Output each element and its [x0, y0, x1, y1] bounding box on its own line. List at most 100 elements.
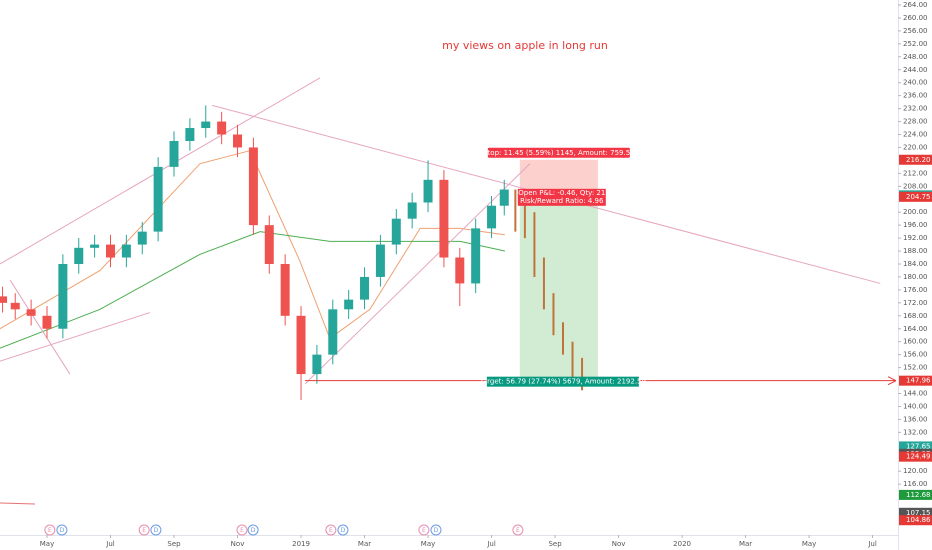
candle-body: [296, 315, 306, 375]
projection-bar: [552, 293, 555, 336]
candle-body: [90, 244, 100, 248]
event-label: E: [329, 527, 333, 534]
candle-body: [439, 179, 449, 258]
price-tag-label: 127.65: [906, 442, 931, 450]
x-tick-label: 2019: [292, 540, 310, 548]
event-label: D: [434, 527, 439, 534]
y-tick-label: 132.00: [903, 428, 928, 436]
event-label: D: [251, 527, 256, 534]
x-tick-label: Sep: [548, 540, 562, 548]
price-tag: [899, 441, 932, 452]
event-label: D: [154, 527, 159, 534]
x-tick-label: May: [40, 540, 54, 548]
event-marker: [56, 524, 68, 536]
trendline: [0, 312, 151, 362]
y-tick-label: 256.00: [903, 27, 928, 35]
event-marker: [247, 524, 259, 536]
candle-body: [375, 244, 385, 277]
arrow-head: [887, 376, 897, 386]
event-marker: [150, 524, 162, 536]
y-tick-label: 152.00: [903, 364, 928, 372]
candle-body: [10, 302, 20, 310]
price-tag-label: 204.75: [906, 193, 931, 201]
event-marker: [337, 524, 349, 536]
candle-body: [471, 228, 481, 284]
candle-body: [312, 354, 322, 375]
x-tick-label: May: [802, 540, 816, 548]
y-tick-label: 236.00: [903, 92, 928, 100]
projection-bar: [514, 189, 517, 232]
y-tick-label: 252.00: [903, 40, 928, 48]
candle-body: [121, 244, 131, 258]
chart-title: my views on apple in long run: [442, 39, 608, 52]
price-tag-label: 104.86: [906, 516, 931, 524]
y-tick-label: 232.00: [903, 105, 928, 113]
position-label-bg: [487, 147, 630, 158]
projection-bar: [523, 202, 526, 239]
y-tick-label: 140.00: [903, 402, 928, 410]
trendline: [9, 279, 71, 375]
price-tag: [899, 154, 932, 165]
y-tick-label: 228.00: [903, 118, 928, 126]
y-tick-label: 156.00: [903, 351, 928, 359]
candle-body: [106, 244, 116, 258]
candle-body: [233, 134, 243, 148]
event-marker: [512, 524, 524, 536]
y-tick-label: 120.00: [903, 467, 928, 475]
price-tag-label: 124.49: [906, 453, 931, 461]
y-tick-label: 200.00: [903, 208, 928, 216]
candle-body: [217, 121, 227, 135]
candle-body: [391, 218, 401, 245]
candle-body: [185, 128, 195, 141]
event-label: D: [341, 527, 346, 534]
candle-body: [201, 121, 211, 129]
y-tick-label: 188.00: [903, 247, 928, 255]
projection-bar: [533, 212, 536, 277]
candle-body: [42, 315, 52, 329]
candle-body: [169, 140, 179, 167]
price-tag: [899, 451, 932, 462]
candle-body: [455, 257, 465, 284]
y-tick-label: 192.00: [903, 234, 928, 242]
candle-body: [264, 225, 274, 264]
candle-body: [344, 299, 354, 310]
candle-body: [74, 247, 84, 264]
y-tick-label: 144.00: [903, 390, 928, 398]
position-label-bg: [486, 376, 639, 387]
y-tick-label: 240.00: [903, 79, 928, 87]
y-tick-label: 164.00: [903, 325, 928, 333]
candle-body: [137, 231, 147, 245]
projection-bar: [571, 341, 574, 381]
price-tag: [899, 515, 932, 526]
x-tick-label: Mar: [358, 540, 371, 548]
x-tick-label: Jul: [486, 540, 496, 548]
y-tick-label: 176.00: [903, 286, 928, 294]
y-tick-label: 168.00: [903, 312, 928, 320]
y-tick-label: 248.00: [903, 53, 928, 61]
trendline: [304, 163, 531, 385]
event-label: E: [142, 527, 146, 534]
event-label: E: [422, 527, 426, 534]
candle-body: [280, 264, 290, 316]
price-tag-label: 112.68: [906, 491, 931, 499]
position-label-bg: [517, 188, 606, 206]
price-tag-label: 107.15: [906, 509, 931, 517]
y-tick-label: 184.00: [903, 260, 928, 268]
candle-body: [248, 147, 258, 226]
projection-bar: [581, 357, 584, 391]
event-marker: [430, 524, 442, 536]
price-tag-label: 216.20: [906, 156, 931, 164]
price-tag-label: 147.96: [906, 377, 931, 385]
x-tick-label: Nov: [231, 540, 245, 548]
candle-body: [360, 276, 370, 300]
event-marker: [325, 524, 337, 536]
projection-bar: [542, 257, 545, 310]
drawing-stub: [0, 502, 36, 505]
event-marker: [418, 524, 430, 536]
y-tick-label: 116.00: [903, 480, 928, 488]
position-label: Stop: 11.45 (5.59%) 1145, Amount: 759.55: [483, 149, 635, 157]
x-tick-label: Jul: [867, 540, 877, 548]
candle-body: [487, 205, 497, 229]
y-tick-label: 160.00: [903, 338, 928, 346]
